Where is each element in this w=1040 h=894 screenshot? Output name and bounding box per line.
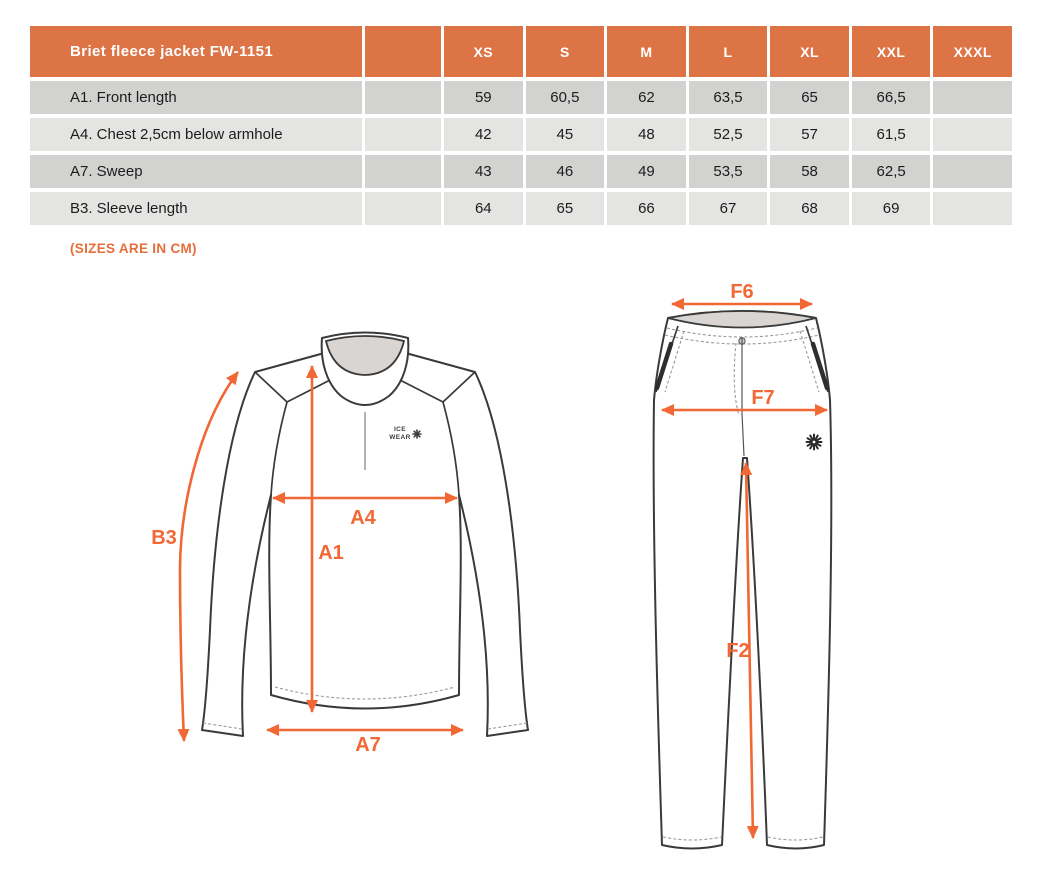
f7-label: F7 [751, 387, 774, 409]
value-s: 65 [525, 192, 605, 225]
value-xxxl [933, 192, 1012, 225]
value-xl: 68 [770, 192, 849, 225]
svg-text:ICE: ICE [394, 426, 406, 433]
value-s: 60,5 [525, 81, 605, 114]
svg-text:WEAR: WEAR [389, 434, 410, 441]
value-m: 62 [607, 81, 686, 114]
size-header-xxl: XXL [851, 26, 931, 77]
value-s: 46 [525, 155, 605, 188]
hem-stitch [274, 686, 456, 700]
jacket-outline [201, 351, 529, 737]
value-xs: 43 [444, 155, 523, 188]
collar-inner [324, 335, 406, 376]
size-table: Briet fleece jacket FW-1151 XS S M L XL XXL XXX… [30, 26, 1012, 225]
size-header-xl: XL [770, 26, 849, 77]
hem-stitch-right-leg [767, 836, 824, 841]
value-s: 45 [525, 118, 605, 151]
table-title: Briet fleece jacket FW-1151 [30, 26, 362, 77]
value-xxxl [933, 81, 1012, 114]
pocket-wedge-right [810, 341, 830, 391]
shoulder-panel-right [395, 371, 476, 403]
value-xxxl [933, 118, 1012, 151]
pants-measurement-diagram: F6 F7 F2 [652, 281, 833, 850]
size-header-xs: XS [444, 26, 523, 77]
value-xl: 65 [770, 81, 849, 114]
value-l: 52,5 [688, 118, 768, 151]
pocket-stitch-right [799, 330, 820, 393]
a7-label: A7 [355, 734, 381, 756]
row-spacer-cell [365, 155, 441, 188]
a4-label: A4 [350, 507, 376, 529]
value-xxxl [933, 155, 1012, 188]
size-header-l: L [688, 26, 768, 77]
b3-arrow [177, 371, 240, 742]
value-xxl: 62,5 [851, 155, 931, 188]
measurement-label: B3. Sleeve length [30, 192, 362, 225]
row-spacer-cell [365, 81, 441, 114]
row-spacer-cell [365, 118, 441, 151]
f2-label: F2 [726, 640, 749, 662]
pocket-stitch-left [664, 330, 685, 393]
value-m: 66 [607, 192, 686, 225]
size-header-m: M [607, 26, 686, 77]
waistband-stitch-lower [664, 334, 820, 345]
value-m: 48 [607, 118, 686, 151]
a1-label: A1 [318, 542, 344, 564]
f6-label: F6 [730, 281, 753, 303]
logo-spoke-icon [412, 429, 422, 439]
value-xxl: 69 [851, 192, 931, 225]
value-m: 49 [607, 155, 686, 188]
pocket-wedge-left [654, 341, 674, 391]
jacket-measurement-diagram: ICE WEAR B3 A1 A4 A7 [151, 331, 529, 756]
value-xxl: 61,5 [851, 118, 931, 151]
raglan-seam-left [270, 401, 288, 496]
value-xl: 58 [770, 155, 849, 188]
snowflake-logo [805, 433, 823, 451]
f2-arrow [740, 462, 759, 839]
icewear-logo: ICE WEAR [389, 426, 422, 441]
measurement-label: A4. Chest 2,5cm below armhole [30, 118, 362, 151]
sizes-note: (SIZES ARE IN CM) [70, 241, 197, 256]
value-l: 63,5 [688, 81, 768, 114]
raglan-seam-right [442, 401, 460, 496]
value-xl: 57 [770, 118, 849, 151]
value-xxl: 66,5 [851, 81, 931, 114]
value-l: 53,5 [688, 155, 768, 188]
value-xs: 64 [444, 192, 523, 225]
size-header-s: S [525, 26, 605, 77]
hem-stitch-left-leg [662, 836, 722, 841]
value-l: 67 [688, 192, 768, 225]
waistband-inner [667, 310, 817, 329]
value-xs: 42 [444, 118, 523, 151]
header-spacer-cell [365, 26, 441, 77]
measurement-label: A7. Sweep [30, 155, 362, 188]
row-spacer-cell [365, 192, 441, 225]
b3-label: B3 [151, 527, 177, 549]
cuff-stitch-right [487, 722, 528, 730]
measurement-label: A1. Front length [30, 81, 362, 114]
value-xs: 59 [444, 81, 523, 114]
size-header-xxxl: XXXL [933, 26, 1012, 77]
